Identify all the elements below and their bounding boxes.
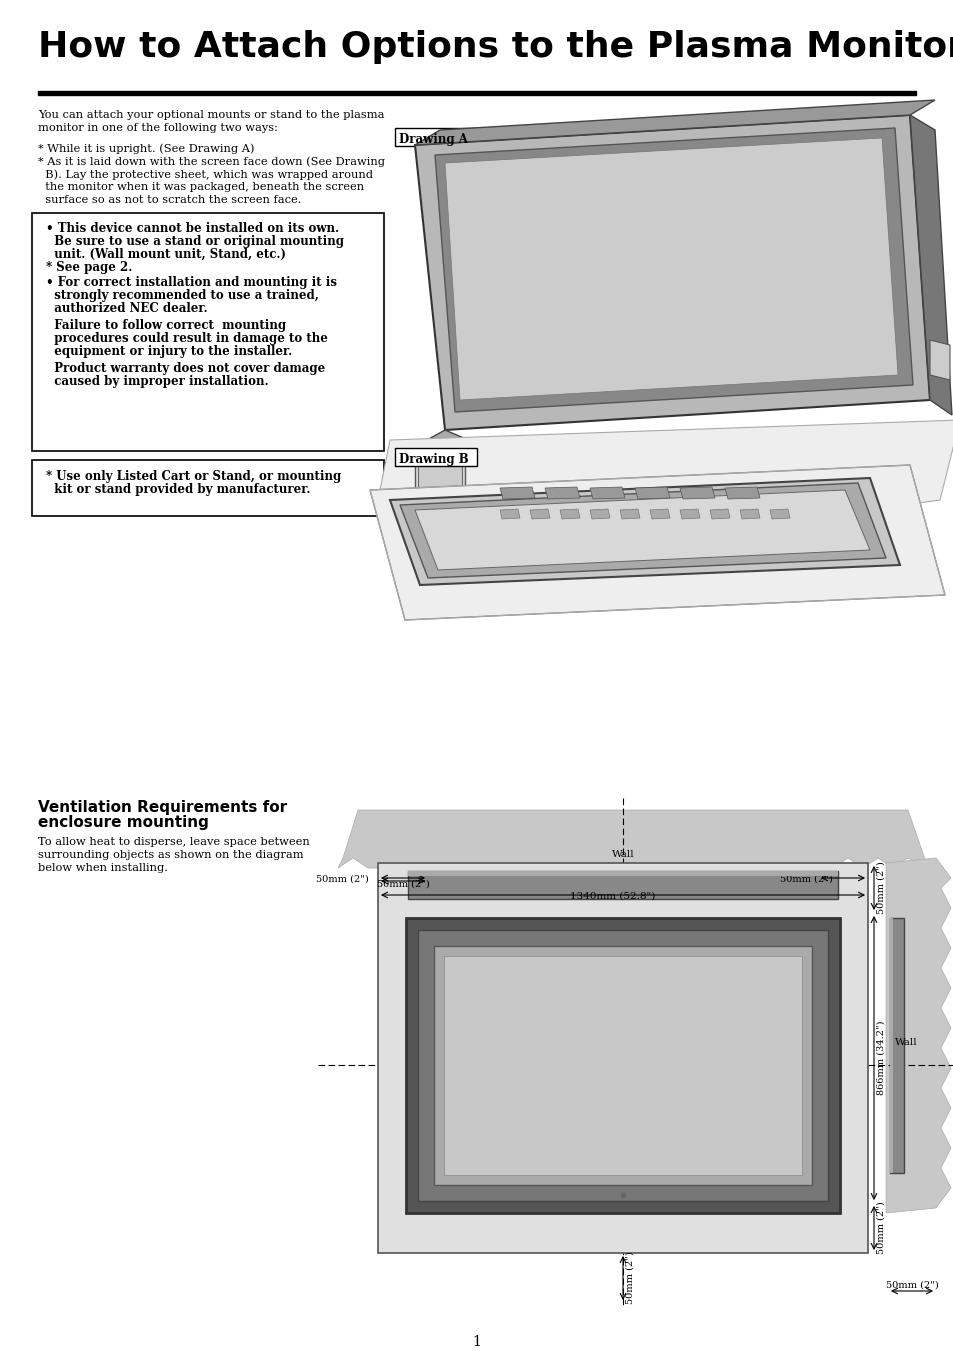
- Bar: [417, 453, 461, 486]
- Text: surface so as not to scratch the screen face.: surface so as not to scratch the screen …: [38, 195, 301, 205]
- Text: unit. (Wall mount unit, Stand, etc.): unit. (Wall mount unit, Stand, etc.): [46, 249, 286, 261]
- Bar: [395, 449, 476, 466]
- Text: * As it is laid down with the screen face down (See Drawing: * As it is laid down with the screen fac…: [38, 155, 385, 166]
- Polygon shape: [370, 465, 944, 620]
- Text: 1340mm (52.8"): 1340mm (52.8"): [570, 892, 655, 901]
- Polygon shape: [415, 490, 869, 570]
- Polygon shape: [530, 509, 550, 519]
- Text: authorized NEC dealer.: authorized NEC dealer.: [46, 303, 208, 315]
- Text: Wall: Wall: [611, 850, 634, 859]
- Text: equipment or injury to the installer.: equipment or injury to the installer.: [46, 345, 292, 358]
- Text: 50mm (2"): 50mm (2"): [315, 875, 369, 884]
- Polygon shape: [679, 509, 700, 519]
- Text: 50mm (2"): 50mm (2"): [625, 1251, 635, 1304]
- Bar: [889, 917, 903, 1173]
- Bar: [406, 917, 840, 1213]
- Polygon shape: [724, 486, 760, 499]
- Text: • This device cannot be installed on its own.: • This device cannot be installed on its…: [46, 222, 338, 235]
- Text: below when installing.: below when installing.: [38, 863, 168, 873]
- Text: How to Attach Options to the Plasma Monitor: How to Attach Options to the Plasma Moni…: [38, 30, 953, 63]
- Text: * See page 2.: * See page 2.: [46, 261, 132, 274]
- Polygon shape: [909, 115, 951, 415]
- Polygon shape: [649, 509, 669, 519]
- Text: Be sure to use a stand or original mounting: Be sure to use a stand or original mount…: [46, 235, 344, 249]
- Polygon shape: [885, 858, 950, 1213]
- Text: B). Lay the protective sheet, which was wrapped around: B). Lay the protective sheet, which was …: [38, 169, 373, 180]
- Polygon shape: [444, 138, 897, 400]
- Polygon shape: [589, 509, 609, 519]
- Text: strongly recommended to use a trained,: strongly recommended to use a trained,: [46, 289, 318, 303]
- Polygon shape: [379, 420, 953, 509]
- Bar: [408, 871, 837, 875]
- Bar: [415, 450, 464, 490]
- Text: Product warranty does not cover damage: Product warranty does not cover damage: [46, 362, 325, 376]
- Text: Failure to follow correct  mounting: Failure to follow correct mounting: [46, 319, 286, 332]
- Text: 866mm (34.2"): 866mm (34.2"): [876, 1021, 885, 1096]
- Text: 50mm (2"): 50mm (2"): [376, 880, 429, 889]
- Bar: [417, 929, 827, 1201]
- Bar: [889, 917, 892, 1173]
- Bar: [443, 957, 801, 1175]
- Polygon shape: [619, 509, 639, 519]
- Text: the monitor when it was packaged, beneath the screen: the monitor when it was packaged, beneat…: [38, 182, 364, 192]
- Polygon shape: [740, 509, 760, 519]
- Bar: [408, 871, 837, 898]
- Text: * While it is upright. (See Drawing A): * While it is upright. (See Drawing A): [38, 143, 254, 154]
- Bar: [38, 91, 915, 95]
- Text: To allow heat to disperse, leave space between: To allow heat to disperse, leave space b…: [38, 838, 310, 847]
- Polygon shape: [415, 115, 929, 430]
- Polygon shape: [709, 509, 729, 519]
- Polygon shape: [929, 340, 949, 380]
- Text: 1: 1: [472, 1335, 481, 1350]
- Text: 50mm (2"): 50mm (2"): [876, 862, 885, 915]
- Bar: [434, 946, 811, 1185]
- Text: 50mm (2"): 50mm (2"): [780, 875, 832, 884]
- Text: monitor in one of the following two ways:: monitor in one of the following two ways…: [38, 123, 277, 132]
- Bar: [395, 128, 476, 146]
- Polygon shape: [769, 509, 789, 519]
- Text: kit or stand provided by manufacturer.: kit or stand provided by manufacturer.: [46, 484, 310, 496]
- Polygon shape: [415, 100, 934, 145]
- Polygon shape: [499, 486, 535, 499]
- Text: 50mm (2"): 50mm (2"): [876, 1201, 885, 1254]
- Polygon shape: [499, 509, 519, 519]
- Text: procedures could result in damage to the: procedures could result in damage to the: [46, 332, 328, 345]
- Polygon shape: [559, 509, 579, 519]
- Bar: [32, 213, 384, 451]
- Bar: [32, 459, 384, 516]
- Text: You can attach your optional mounts or stand to the plasma: You can attach your optional mounts or s…: [38, 109, 384, 120]
- Polygon shape: [435, 128, 912, 412]
- Text: Drawing B: Drawing B: [398, 453, 468, 466]
- Text: caused by improper installation.: caused by improper installation.: [46, 376, 269, 388]
- Polygon shape: [417, 430, 479, 459]
- Text: enclosure mounting: enclosure mounting: [38, 815, 209, 830]
- Text: Drawing A: Drawing A: [398, 132, 467, 146]
- Text: Ventilation Requirements for: Ventilation Requirements for: [38, 800, 287, 815]
- Polygon shape: [635, 486, 669, 499]
- Bar: [377, 863, 867, 1252]
- Text: Wall: Wall: [894, 1038, 917, 1047]
- Polygon shape: [589, 486, 624, 499]
- Polygon shape: [390, 478, 899, 585]
- Text: * Use only Listed Cart or Stand, or mounting: * Use only Listed Cart or Stand, or moun…: [46, 470, 341, 484]
- Polygon shape: [679, 486, 714, 499]
- Polygon shape: [399, 484, 885, 578]
- Text: • For correct installation and mounting it is: • For correct installation and mounting …: [46, 276, 336, 289]
- Polygon shape: [544, 486, 579, 499]
- Polygon shape: [337, 811, 927, 867]
- Text: surrounding objects as shown on the diagram: surrounding objects as shown on the diag…: [38, 850, 303, 861]
- Text: 50mm (2"): 50mm (2"): [885, 1281, 938, 1290]
